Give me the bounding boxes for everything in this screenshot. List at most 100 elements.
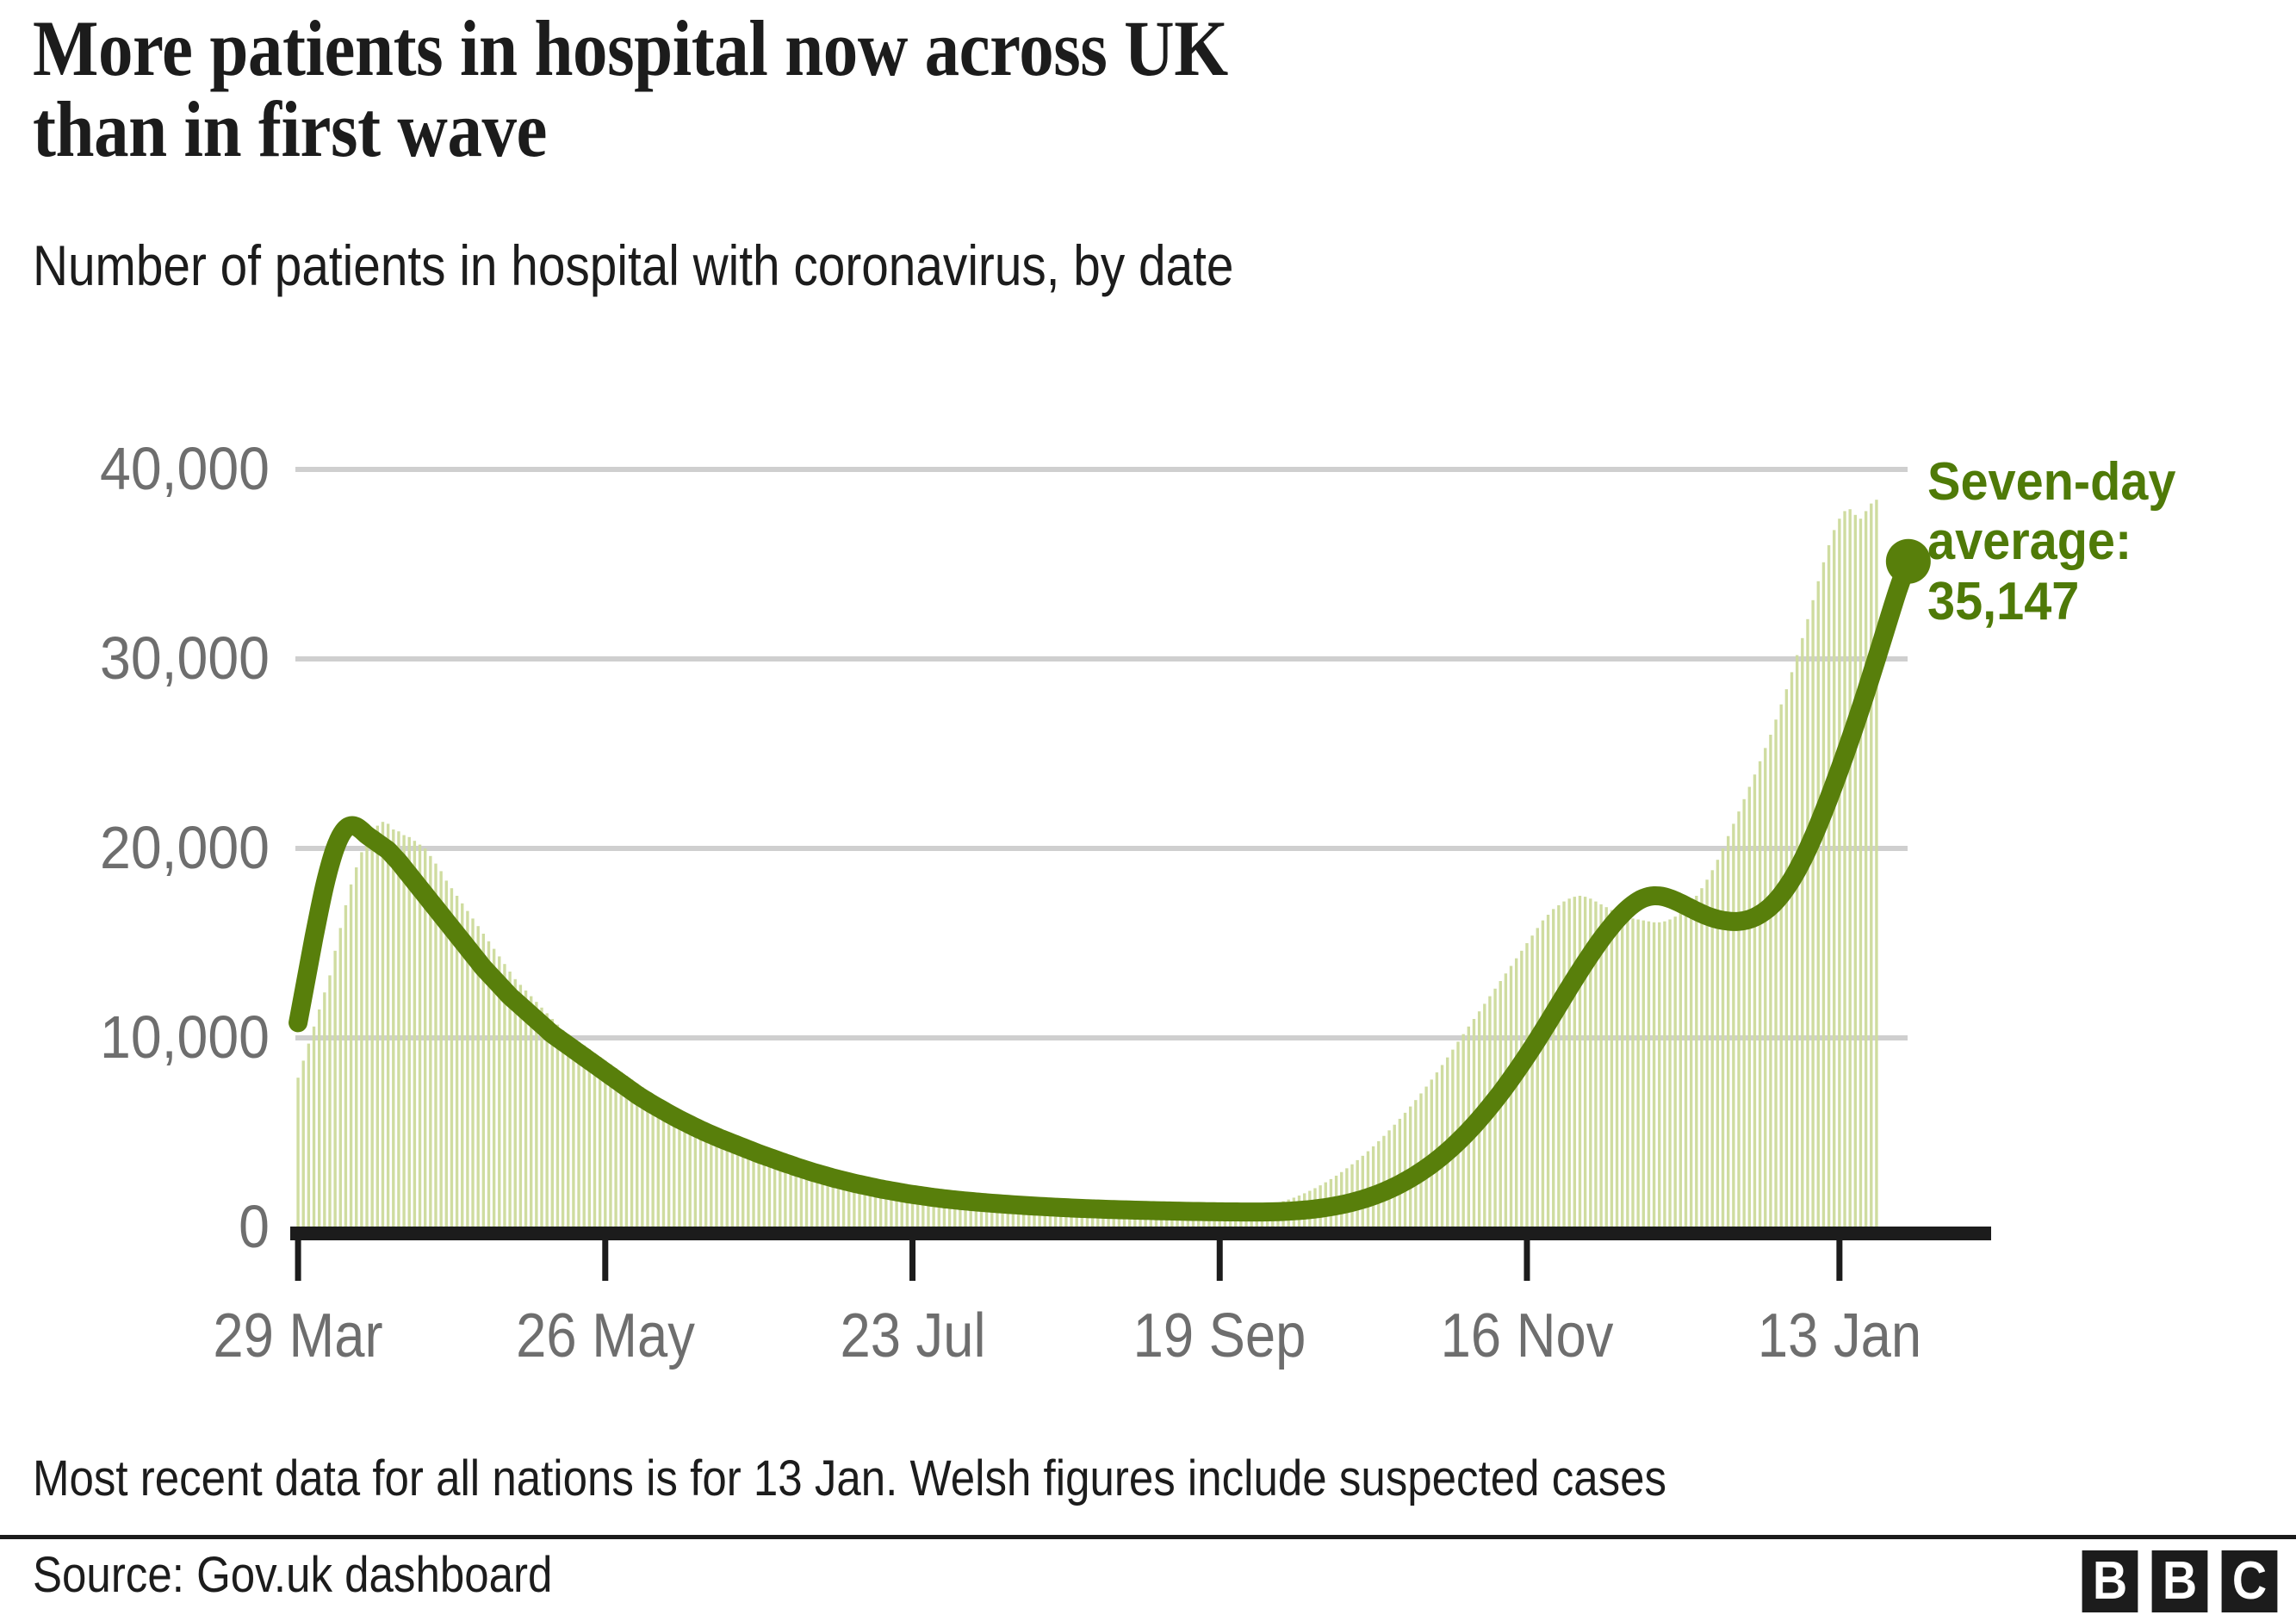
bar bbox=[1053, 1208, 1058, 1227]
bar bbox=[1403, 1112, 1407, 1227]
bar bbox=[567, 1034, 570, 1227]
bar bbox=[1652, 922, 1656, 1227]
source-label: Source: Gov.uk dashboard bbox=[33, 1547, 553, 1603]
bar bbox=[1769, 735, 1772, 1227]
bar bbox=[434, 863, 437, 1227]
bar bbox=[508, 972, 512, 1227]
bar bbox=[1658, 922, 1661, 1227]
bar bbox=[1589, 898, 1592, 1227]
bar bbox=[540, 1007, 543, 1227]
bar bbox=[1414, 1100, 1418, 1227]
bar bbox=[461, 903, 464, 1227]
bar bbox=[1758, 761, 1762, 1227]
bar bbox=[1059, 1208, 1063, 1227]
bar bbox=[1001, 1203, 1004, 1227]
bar bbox=[673, 1109, 676, 1227]
bar bbox=[1011, 1204, 1015, 1227]
bar bbox=[1557, 905, 1561, 1227]
bar bbox=[984, 1202, 989, 1227]
bar bbox=[1096, 1209, 1100, 1227]
bar bbox=[1631, 918, 1635, 1227]
bar bbox=[974, 1201, 978, 1227]
bar bbox=[1536, 928, 1539, 1227]
bar bbox=[831, 1174, 835, 1227]
bar bbox=[370, 831, 374, 1227]
bar bbox=[1870, 503, 1873, 1227]
bar bbox=[656, 1098, 660, 1227]
bar bbox=[704, 1127, 708, 1227]
bar bbox=[402, 835, 406, 1227]
bar bbox=[915, 1191, 920, 1227]
x-axis-label: 26 May bbox=[515, 1301, 695, 1370]
bar bbox=[333, 950, 337, 1227]
bar bbox=[1859, 519, 1863, 1227]
bar bbox=[1075, 1208, 1078, 1227]
bar bbox=[1695, 896, 1698, 1227]
bar bbox=[413, 841, 417, 1227]
bar bbox=[296, 1078, 300, 1227]
bar bbox=[1064, 1208, 1068, 1227]
bar-series bbox=[296, 500, 1878, 1227]
bar bbox=[804, 1165, 809, 1227]
bar bbox=[900, 1188, 903, 1227]
bar bbox=[1843, 511, 1846, 1227]
bar bbox=[1085, 1209, 1089, 1227]
bar bbox=[873, 1183, 878, 1227]
bar bbox=[1048, 1208, 1052, 1227]
bar bbox=[1732, 823, 1735, 1227]
bar bbox=[1821, 562, 1826, 1227]
bar bbox=[587, 1049, 592, 1227]
bar bbox=[503, 964, 506, 1227]
bar bbox=[530, 996, 533, 1227]
bar bbox=[466, 910, 469, 1227]
bar bbox=[1562, 901, 1566, 1227]
bar bbox=[905, 1190, 909, 1227]
bar bbox=[1710, 870, 1714, 1227]
bar bbox=[513, 978, 517, 1227]
bar bbox=[307, 1043, 311, 1227]
bar bbox=[826, 1172, 829, 1227]
bar bbox=[1520, 950, 1523, 1227]
footer-divider bbox=[0, 1535, 2296, 1539]
bar bbox=[577, 1041, 580, 1227]
bar bbox=[1806, 618, 1809, 1227]
bar bbox=[1594, 901, 1598, 1227]
bar bbox=[794, 1161, 797, 1227]
bar bbox=[853, 1180, 856, 1227]
bar bbox=[429, 855, 432, 1227]
bar bbox=[910, 1190, 915, 1227]
bar bbox=[1784, 689, 1789, 1227]
y-axis-label: 10,000 bbox=[100, 1003, 270, 1071]
bar bbox=[1838, 519, 1841, 1227]
bar bbox=[609, 1064, 612, 1227]
bar bbox=[715, 1133, 718, 1227]
bar bbox=[407, 836, 411, 1227]
bar bbox=[927, 1193, 930, 1227]
bar bbox=[922, 1192, 925, 1227]
bar bbox=[1705, 879, 1709, 1227]
bar bbox=[439, 871, 443, 1227]
bar bbox=[868, 1183, 872, 1227]
bar bbox=[1552, 909, 1555, 1227]
bar bbox=[1636, 919, 1640, 1227]
bar bbox=[767, 1152, 772, 1227]
seven-day-average-annotation: Seven-day average: 35,147 bbox=[1927, 452, 2176, 631]
bbc-logo-letter-2: B bbox=[2151, 1550, 2208, 1612]
bar bbox=[1668, 919, 1672, 1227]
bar bbox=[752, 1146, 755, 1227]
bar bbox=[1567, 898, 1571, 1227]
bar bbox=[990, 1202, 994, 1227]
bar bbox=[1573, 897, 1577, 1227]
bar bbox=[636, 1083, 639, 1227]
bar bbox=[598, 1057, 602, 1227]
bar bbox=[710, 1129, 713, 1227]
bar bbox=[1848, 509, 1852, 1227]
bar bbox=[890, 1186, 893, 1227]
bar bbox=[476, 926, 480, 1227]
bar bbox=[1546, 915, 1550, 1227]
bar bbox=[641, 1087, 644, 1227]
bar bbox=[498, 956, 501, 1227]
bar bbox=[1525, 943, 1529, 1227]
bar bbox=[386, 823, 390, 1227]
bar bbox=[349, 884, 353, 1227]
